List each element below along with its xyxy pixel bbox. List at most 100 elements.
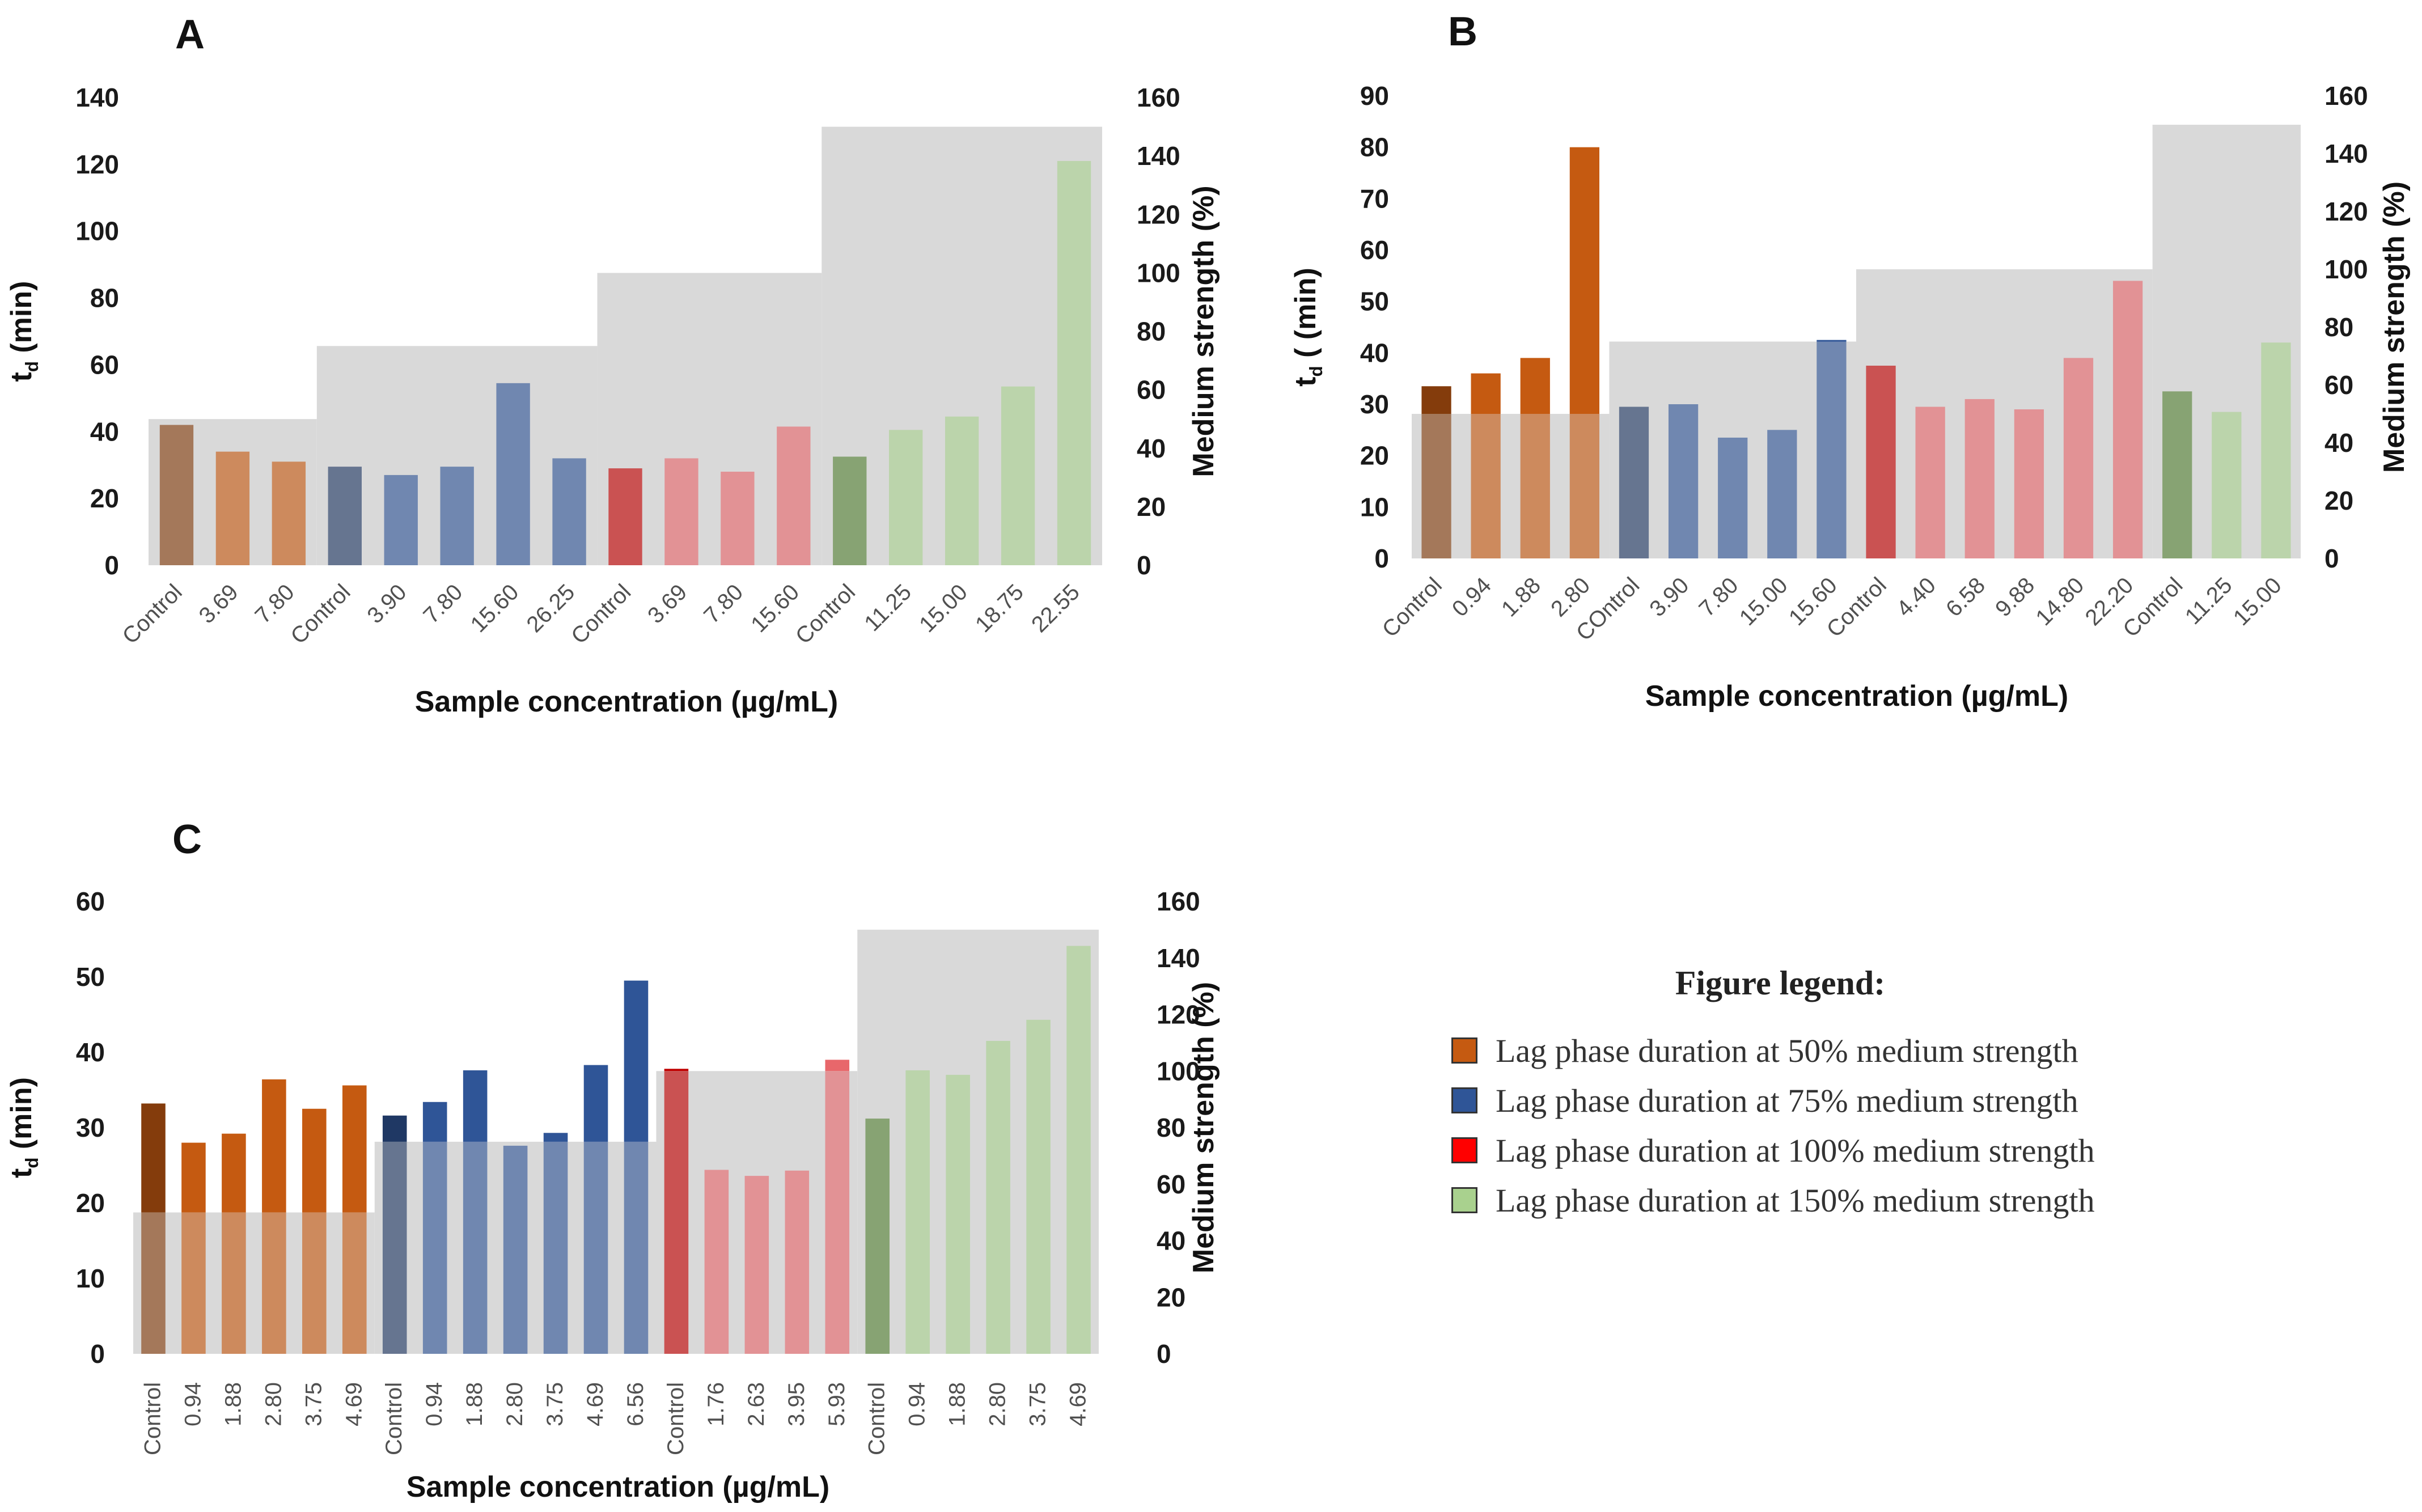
bar — [2212, 412, 2242, 558]
y-right-tick-label: 160 — [1137, 83, 1180, 112]
bar-body — [1619, 406, 1649, 558]
bar-lower — [382, 1141, 407, 1354]
x-tick-label: 11.25 — [2180, 573, 2237, 629]
bar — [215, 451, 250, 565]
x-tick-label: 15.00 — [914, 579, 972, 637]
bar — [2162, 391, 2192, 558]
bar-body — [215, 451, 250, 565]
bar-body — [889, 430, 923, 565]
x-tick-label: 14.80 — [2031, 573, 2089, 630]
bar — [1816, 340, 1847, 558]
bar — [1668, 404, 1699, 558]
x-tick-label: Control — [140, 1382, 165, 1455]
bar-lower — [1816, 341, 1847, 558]
x-axis-title: Sample concentration (µg/mL) — [407, 1471, 829, 1503]
bar-body — [905, 1070, 930, 1354]
bar — [825, 1060, 850, 1354]
bar-body — [503, 1145, 528, 1354]
bar — [833, 456, 867, 565]
y-right-tick-label: 80 — [1137, 317, 1166, 346]
bar-body — [833, 456, 867, 565]
bar-upper — [664, 1069, 689, 1071]
bar-lower — [222, 1212, 246, 1354]
bar-body — [1915, 406, 1945, 558]
y-right-tick-label: 100 — [2324, 255, 2368, 284]
legend-item-100: Lag phase duration at 100% medium streng… — [1451, 1125, 2245, 1175]
y-tick-label: 100 — [75, 217, 119, 246]
legend-title: Figure legend: — [1675, 964, 1886, 1002]
y-tick-label: 60 — [1360, 235, 1389, 265]
bar-body — [1964, 399, 1995, 558]
y-tick-label: 10 — [76, 1264, 105, 1293]
panel-letter: C — [172, 817, 202, 862]
bar-body — [1767, 430, 1797, 558]
y-right-tick-label: 120 — [2324, 197, 2368, 226]
bar-body — [2063, 358, 2094, 558]
bar — [159, 425, 194, 565]
x-tick-label: 15.00 — [1735, 573, 1793, 630]
legend-label-150: Lag phase duration at 150% medium streng… — [1496, 1181, 2095, 1219]
bar-upper — [342, 1085, 367, 1213]
bar — [342, 1085, 367, 1354]
legend-item-150: Lag phase duration at 150% medium streng… — [1451, 1175, 2245, 1225]
x-tick-label: 7.80 — [699, 579, 748, 628]
x-tick-label: 4.40 — [1892, 573, 1941, 621]
x-tick-label: 4.69 — [1066, 1382, 1091, 1426]
bar-body — [2212, 412, 2242, 558]
y-tick-label: 120 — [75, 150, 119, 179]
y-tick-label: 0 — [104, 550, 119, 580]
y-tick-label: 20 — [1360, 441, 1389, 471]
x-tick-label: 2.63 — [744, 1382, 769, 1426]
bar — [181, 1142, 206, 1354]
bar-upper — [1421, 386, 1451, 414]
bar-body — [721, 472, 755, 565]
legend-swatch-150 — [1451, 1187, 1477, 1213]
y-right-tick-label: 40 — [1157, 1226, 1185, 1256]
bar-body — [2162, 391, 2192, 558]
y-right-tick-label: 60 — [1157, 1170, 1185, 1199]
bar — [889, 430, 923, 565]
medium-strength-step-100 — [1856, 269, 2153, 558]
bar-upper — [382, 1115, 407, 1142]
x-tick-label: 1.88 — [1497, 573, 1545, 621]
legend-label-75: Lag phase duration at 75% medium strengt… — [1496, 1082, 2078, 1119]
bar — [1569, 147, 1600, 558]
bar — [262, 1079, 286, 1354]
x-tick-label: 6.58 — [1941, 573, 1990, 621]
bar — [664, 1069, 689, 1354]
x-tick-label: Control — [865, 1382, 890, 1455]
x-tick-label: 15.60 — [466, 579, 524, 637]
x-tick-label: 0.94 — [180, 1382, 205, 1426]
bar-body — [744, 1176, 769, 1354]
y-right-tick-label: 80 — [1157, 1113, 1185, 1142]
legend-swatch-50 — [1451, 1037, 1477, 1064]
bar-lower — [1569, 414, 1600, 558]
bar-lower — [463, 1141, 488, 1354]
y-tick-label: 40 — [76, 1037, 105, 1067]
y-tick-label: 90 — [1360, 81, 1389, 111]
bar-body — [704, 1170, 729, 1354]
x-tick-label: 1.76 — [704, 1382, 729, 1426]
y-tick-label: 30 — [1360, 389, 1389, 419]
y-axis-title: td ( (min) — [1289, 268, 1326, 387]
y-right-tick-label: 160 — [1157, 887, 1200, 916]
y-tick-label: 140 — [75, 83, 119, 112]
y-right-axis-title: Medium strength (%) — [1187, 185, 1220, 477]
bar-upper — [262, 1079, 286, 1213]
bar — [503, 1145, 528, 1354]
bar-lower — [302, 1212, 327, 1354]
legend-label-50: Lag phase duration at 50% medium strengt… — [1496, 1032, 2078, 1069]
y-right-tick-label: 140 — [1137, 141, 1180, 171]
bar-body — [272, 461, 306, 565]
bar — [543, 1133, 568, 1354]
bar — [1421, 386, 1451, 558]
x-tick-label: 15.00 — [2229, 573, 2286, 630]
bar — [1066, 946, 1091, 1354]
y-right-tick-label: 120 — [1157, 1000, 1200, 1030]
x-tick-label: 3.75 — [301, 1382, 326, 1426]
bar — [945, 416, 979, 565]
bar-upper — [302, 1108, 327, 1213]
y-right-tick-label: 140 — [1157, 943, 1200, 973]
bar — [2063, 358, 2094, 558]
